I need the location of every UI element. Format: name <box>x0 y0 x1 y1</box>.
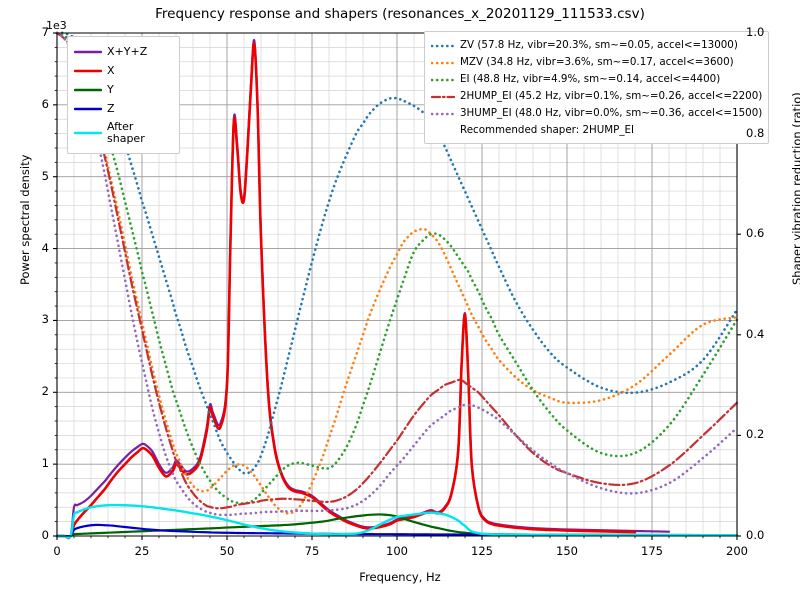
series-zv <box>55 31 739 475</box>
legend-item-label: After shaper <box>107 119 145 145</box>
legend-item: Y <box>74 80 172 99</box>
legend-item: X <box>74 61 172 80</box>
legend-item-label: ZV (57.8 Hz, vibr=20.3%, sm~=0.05, accel… <box>460 38 738 51</box>
legend-item: 2HUMP_EI (45.2 Hz, vibr=0.1%, sm~=0.26, … <box>431 88 762 105</box>
legend-item-label: MZV (34.8 Hz, vibr=3.6%, sm~=0.17, accel… <box>460 55 734 68</box>
x-tick-label: 200 <box>726 544 748 558</box>
y-tick-label-right: 1.0 <box>746 25 765 39</box>
recommended-shaper-note: Recommended shaper: 2HUMP_EI <box>460 123 635 136</box>
data-series-group <box>55 31 739 540</box>
legend-item: ZV (57.8 Hz, vibr=20.3%, sm~=0.05, accel… <box>431 36 762 53</box>
legend-line-swatch <box>74 69 102 72</box>
y-axis-right-label: Shaper vibration reduction (ratio) <box>790 92 800 285</box>
x-tick-label: 50 <box>219 544 235 558</box>
legend-item: X+Y+Z <box>74 42 172 61</box>
x-axis-label: Frequency, Hz <box>359 570 441 584</box>
series-after-shaper <box>55 503 739 539</box>
x-tick-label: 25 <box>134 544 150 558</box>
x-tick-label: 150 <box>556 544 578 558</box>
y-tick-label-left: 3 <box>41 312 49 327</box>
page-title: Frequency response and shapers (resonanc… <box>155 6 645 22</box>
legend-item-label: X+Y+Z <box>107 45 148 58</box>
legend-line-swatch <box>431 78 455 82</box>
x-tick-label: 175 <box>641 544 663 558</box>
series-z <box>55 523 739 538</box>
y-tick-label-right: 0.8 <box>746 125 765 140</box>
legend-line-swatch <box>74 88 102 91</box>
legend-item-label: Y <box>107 83 114 96</box>
shaper-legend: ZV (57.8 Hz, vibr=20.3%, sm~=0.05, accel… <box>424 31 770 144</box>
legend-line-swatch <box>74 131 102 135</box>
y-tick-label-left: 1 <box>41 456 49 471</box>
legend-line-swatch <box>431 44 455 47</box>
legend-line-swatch <box>431 61 455 65</box>
legend-item: 3HUMP_EI (48.0 Hz, vibr=0.0%, sm~=0.36, … <box>431 105 762 122</box>
series-x <box>55 42 637 539</box>
legend-item: Z <box>74 99 172 118</box>
x-tick-label: 0 <box>53 544 61 558</box>
y-tick-label-right: 0.6 <box>746 226 765 241</box>
series-ei <box>55 31 739 505</box>
legend-item-label: X <box>107 64 115 77</box>
y-tick-label-right: 0.2 <box>746 427 765 442</box>
y-tick-label-left: 2 <box>41 384 49 399</box>
y-tick-label-left: 4 <box>41 240 49 255</box>
y-tick-label-left: 7 <box>41 25 49 39</box>
legend-line-swatch <box>74 50 102 53</box>
y-axis-left-label: Power spectral density <box>18 154 32 285</box>
legend-item: After shaper <box>74 118 172 148</box>
y-tick-label-left: 0 <box>41 528 49 542</box>
legend-item-label: EI (48.8 Hz, vibr=4.9%, sm~=0.14, accel<… <box>460 72 721 85</box>
legend-item-label: 2HUMP_EI (45.2 Hz, vibr=0.1%, sm~=0.26, … <box>460 90 763 103</box>
x-tick-label: 100 <box>386 544 408 558</box>
legend-line-swatch <box>74 107 102 110</box>
series-2hump-ei <box>55 31 739 510</box>
series-3hump-ei <box>55 31 739 517</box>
legend-item: MZV (34.8 Hz, vibr=3.6%, sm~=0.17, accel… <box>431 53 762 70</box>
y-axis-offset-label: 1e3 <box>46 19 67 32</box>
legend-item-label: 3HUMP_EI (48.0 Hz, vibr=0.0%, sm~=0.36, … <box>460 107 763 120</box>
series-y <box>55 513 739 538</box>
x-tick-label: 75 <box>304 544 320 558</box>
legend-item: EI (48.8 Hz, vibr=4.9%, sm~=0.14, accel<… <box>431 70 762 87</box>
x-tick-label: 125 <box>471 544 493 558</box>
legend-line-swatch <box>431 113 455 116</box>
series-legend: X+Y+Z X Y Z After shaper <box>67 36 180 154</box>
legend-line-swatch <box>431 96 455 99</box>
y-tick-label-left: 5 <box>41 168 49 183</box>
y-tick-label-right: 0.4 <box>746 326 765 341</box>
y-tick-label-left: 6 <box>41 96 49 111</box>
y-tick-label-right: 0.0 <box>746 528 765 542</box>
legend-item-label: Z <box>107 102 115 115</box>
